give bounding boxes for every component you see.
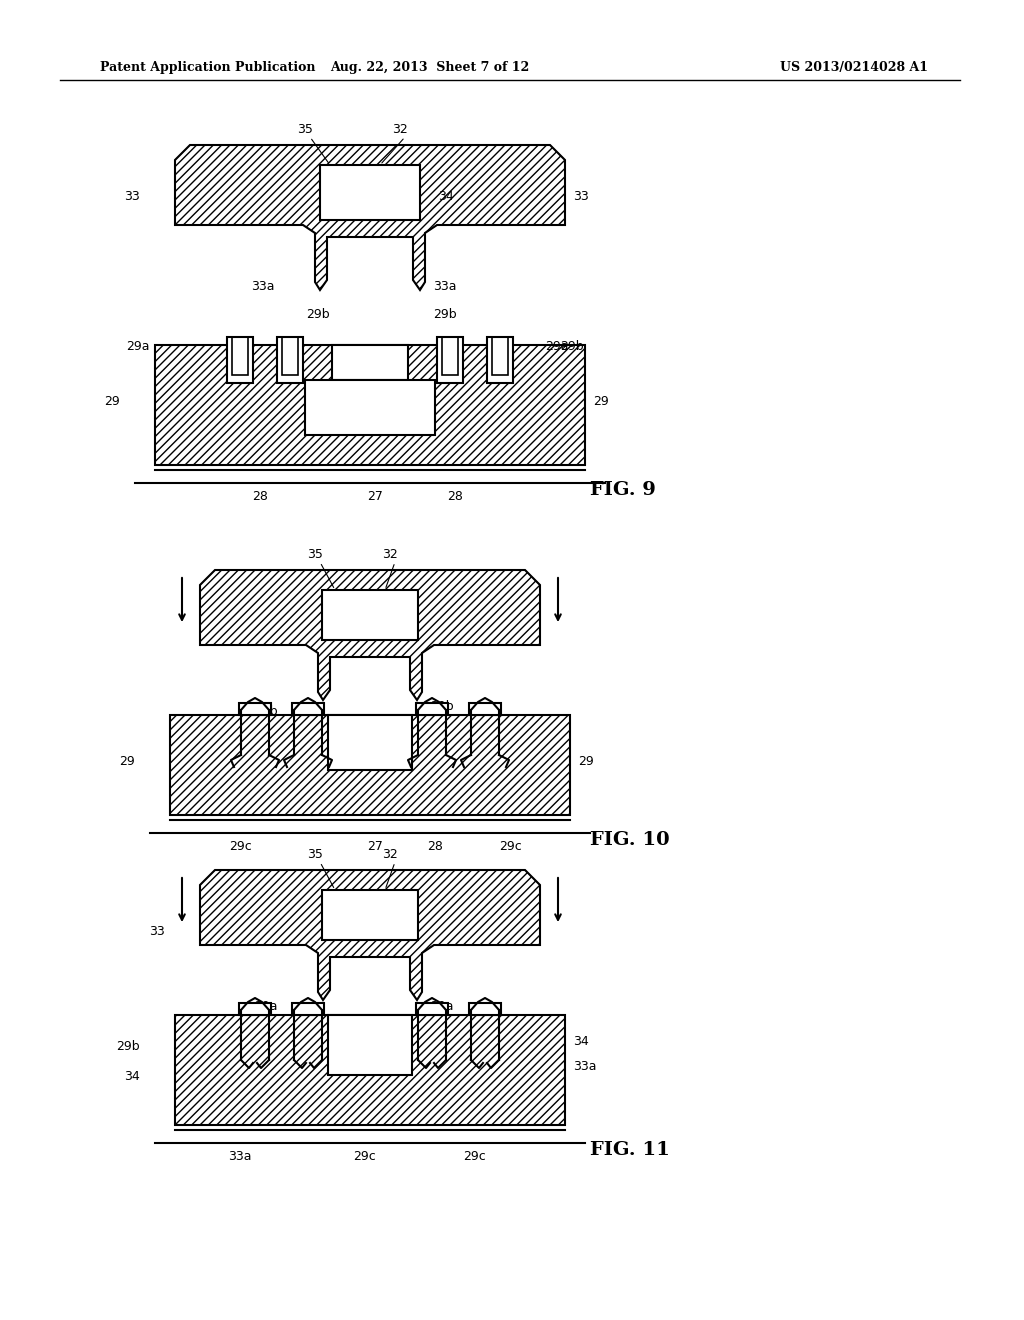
Polygon shape — [292, 704, 324, 715]
Polygon shape — [170, 715, 570, 814]
Polygon shape — [469, 704, 501, 715]
Text: Aug. 22, 2013  Sheet 7 of 12: Aug. 22, 2013 Sheet 7 of 12 — [331, 62, 529, 74]
Text: 29b: 29b — [117, 1040, 140, 1053]
Text: 29c: 29c — [228, 840, 251, 853]
Text: 35: 35 — [297, 123, 313, 136]
Text: 29a: 29a — [127, 341, 150, 352]
Text: 29: 29 — [119, 755, 135, 768]
Text: Patent Application Publication: Patent Application Publication — [100, 62, 315, 74]
Polygon shape — [416, 1003, 449, 1015]
Text: 27: 27 — [367, 840, 383, 853]
Text: 33: 33 — [150, 925, 165, 939]
Text: 35: 35 — [307, 847, 323, 861]
Polygon shape — [328, 1015, 412, 1074]
Text: 29: 29 — [578, 755, 594, 768]
Text: 34: 34 — [124, 1071, 140, 1082]
Text: 32: 32 — [382, 847, 398, 861]
Text: 29: 29 — [593, 395, 608, 408]
Text: 33a: 33a — [252, 280, 275, 293]
Text: 33a: 33a — [433, 280, 457, 293]
Text: 33: 33 — [124, 190, 140, 203]
Text: 29c: 29c — [499, 840, 521, 853]
Polygon shape — [487, 337, 513, 383]
Polygon shape — [322, 890, 418, 940]
Polygon shape — [437, 337, 463, 383]
Text: 29a: 29a — [255, 1001, 278, 1012]
Text: 28: 28 — [427, 840, 443, 853]
Text: 32: 32 — [382, 548, 398, 561]
Polygon shape — [332, 345, 408, 380]
Text: 29b: 29b — [433, 308, 457, 321]
Polygon shape — [328, 715, 412, 770]
Text: 29a: 29a — [545, 341, 568, 352]
Text: 29b: 29b — [560, 341, 584, 352]
Polygon shape — [200, 870, 540, 1001]
Text: 34: 34 — [573, 1035, 589, 1048]
Polygon shape — [239, 704, 271, 715]
Polygon shape — [416, 704, 449, 715]
Text: 34: 34 — [327, 190, 343, 203]
Polygon shape — [278, 337, 303, 383]
Text: 29c: 29c — [464, 1150, 486, 1163]
Polygon shape — [239, 1003, 271, 1015]
Polygon shape — [322, 590, 418, 640]
Polygon shape — [175, 1015, 565, 1125]
Polygon shape — [227, 337, 253, 383]
Text: 34: 34 — [438, 190, 454, 203]
Text: 29a: 29a — [430, 1001, 454, 1012]
Text: 33a: 33a — [573, 1060, 597, 1073]
Polygon shape — [469, 1003, 501, 1015]
Text: FIG. 9: FIG. 9 — [590, 480, 656, 499]
Polygon shape — [305, 380, 435, 436]
Text: 29b: 29b — [430, 700, 454, 713]
Polygon shape — [200, 570, 540, 700]
Text: US 2013/0214028 A1: US 2013/0214028 A1 — [780, 62, 928, 74]
Text: FIG. 10: FIG. 10 — [590, 832, 670, 849]
Text: 33a: 33a — [228, 1150, 252, 1163]
Text: 28: 28 — [252, 490, 268, 503]
Text: 29c: 29c — [353, 1150, 377, 1163]
Text: 29: 29 — [104, 395, 120, 408]
Polygon shape — [292, 1003, 324, 1015]
Text: 29b: 29b — [254, 705, 278, 718]
Text: 28: 28 — [447, 490, 463, 503]
Text: 29b: 29b — [306, 308, 330, 321]
Polygon shape — [319, 165, 420, 220]
Text: 33: 33 — [573, 190, 589, 203]
Polygon shape — [175, 145, 565, 290]
Text: FIG. 11: FIG. 11 — [590, 1140, 670, 1159]
Text: 27: 27 — [367, 490, 383, 503]
Polygon shape — [155, 345, 585, 465]
Text: 35: 35 — [307, 548, 323, 561]
Text: 32: 32 — [392, 123, 408, 136]
